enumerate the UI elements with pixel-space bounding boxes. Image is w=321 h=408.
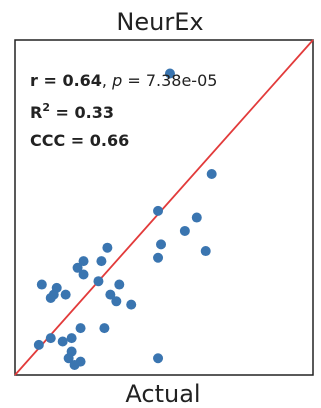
data-point (66, 333, 77, 344)
data-point (63, 353, 74, 364)
points-layer (33, 68, 217, 370)
data-point (93, 276, 104, 287)
stat-r2-label: R (30, 103, 42, 122)
data-point (45, 292, 56, 303)
stat-r-equals: = (38, 71, 63, 90)
identity-line (14, 39, 314, 376)
stat-ccc-equals: = (65, 131, 90, 150)
data-point (153, 205, 164, 216)
data-point (179, 225, 190, 236)
data-point (69, 359, 80, 370)
data-point (33, 339, 44, 350)
data-point (99, 323, 110, 334)
data-point (105, 289, 116, 300)
stat-r-line: r = 0.64, p = 7.38e-05 (30, 71, 217, 90)
data-point (206, 169, 217, 179)
data-point (191, 212, 202, 223)
stat-r2-sup: 2 (42, 101, 50, 114)
plot-area (14, 39, 314, 376)
data-point (114, 279, 125, 290)
data-point (153, 252, 164, 263)
data-point (57, 336, 68, 347)
data-point (153, 353, 164, 364)
data-point (96, 256, 107, 267)
stat-ccc-label: CCC (30, 131, 65, 150)
x-axis-label: Actual (125, 380, 200, 408)
stat-r-label: r (30, 71, 38, 90)
data-point (45, 333, 56, 344)
stat-r-value: 0.64 (62, 71, 101, 90)
stat-r2-line: R2 = 0.33 (30, 101, 114, 122)
data-point (60, 289, 71, 300)
chart-title: NeurEx (116, 8, 203, 36)
stat-p-label: p (111, 71, 122, 90)
data-point (126, 299, 137, 310)
data-point (200, 246, 211, 257)
stat-r2-value: 0.33 (75, 103, 114, 122)
data-point (164, 68, 175, 79)
data-point (36, 279, 47, 290)
stat-p-value: 7.38e-05 (146, 71, 218, 90)
data-point (78, 256, 89, 267)
data-point (75, 323, 86, 334)
stat-ccc-line: CCC = 0.66 (30, 131, 129, 150)
stat-r2-equals: = (50, 103, 75, 122)
data-point (156, 239, 167, 250)
data-point (111, 296, 122, 307)
data-point (78, 269, 89, 280)
stat-ccc-value: 0.66 (90, 131, 129, 150)
data-point (102, 242, 113, 253)
stat-p-equals: = (122, 71, 146, 90)
stat-comma: , (102, 71, 112, 90)
data-point (72, 262, 83, 273)
